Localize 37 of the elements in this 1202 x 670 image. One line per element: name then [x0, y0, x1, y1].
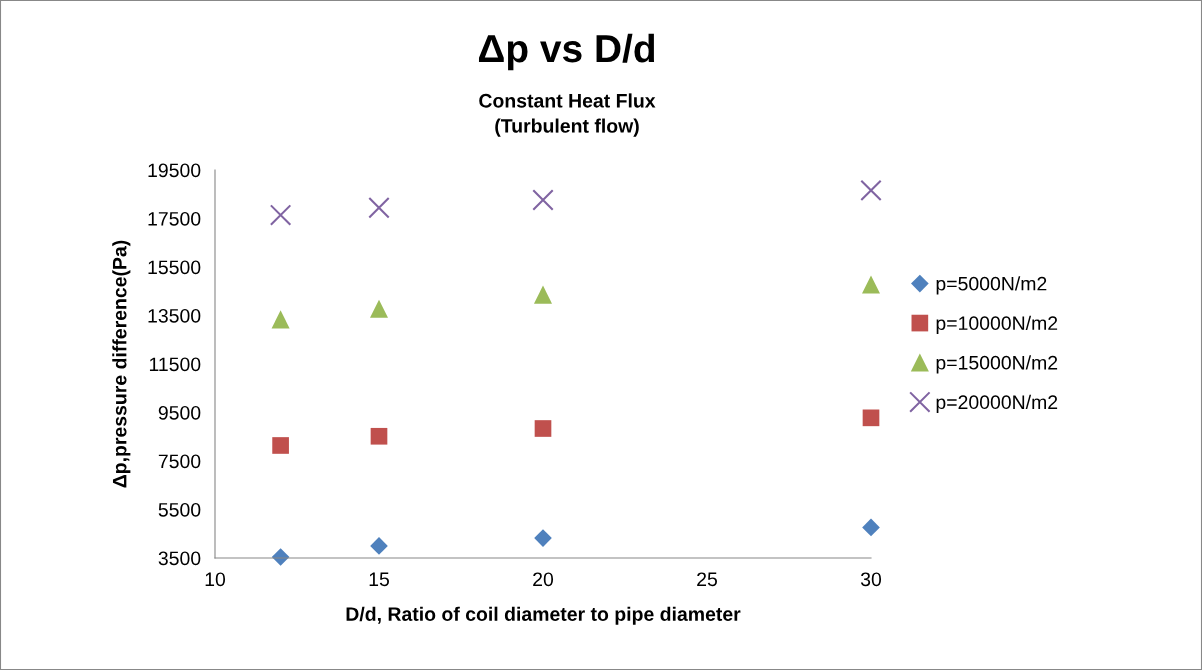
point — [370, 427, 388, 445]
x-tick-label: 20 — [533, 572, 554, 587]
point — [272, 437, 289, 454]
legend-label: p=10000N/m2 — [936, 315, 1058, 334]
legend-label: p=5000N/m2 — [936, 276, 1047, 295]
point — [533, 285, 553, 304]
point — [269, 204, 292, 226]
y-tick-label: 13500 — [148, 308, 201, 323]
x-tick-label: 25 — [697, 572, 717, 587]
point — [271, 310, 290, 329]
legend-label: p=15000N/m2 — [936, 355, 1058, 374]
chart-subtitle: Constant Heat Flux (Turbulent flow) — [479, 93, 656, 137]
y-tick-label: 5500 — [158, 502, 201, 517]
y-tick-label: 15500 — [148, 260, 201, 275]
x-tick-label: 30 — [860, 572, 882, 587]
x-tick-label: 10 — [205, 572, 226, 587]
chart-title: Δp vs D/d — [478, 33, 655, 71]
point — [369, 299, 389, 318]
legend-label: p=20000N/m2 — [936, 394, 1058, 413]
y-tick-label: 17500 — [148, 211, 201, 226]
point — [534, 420, 552, 437]
y-tick-label: 3500 — [158, 551, 201, 566]
point — [861, 275, 881, 294]
point — [532, 189, 554, 211]
y-axis-title: Δp,pressure difference(Pa) — [112, 240, 131, 488]
point — [370, 537, 388, 555]
y-tick-label: 11500 — [149, 357, 201, 372]
point — [368, 197, 390, 219]
point — [860, 179, 882, 202]
x-tick-label: 15 — [369, 572, 389, 587]
point — [862, 409, 880, 427]
point — [862, 518, 880, 537]
y-tick-label: 7500 — [158, 454, 201, 469]
y-tick-label: 19500 — [148, 163, 201, 178]
point — [534, 529, 552, 547]
x-axis-title: D/d, Ratio of coil diameter to pipe diameter — [346, 606, 741, 625]
y-tick-label: 9500 — [158, 405, 201, 420]
